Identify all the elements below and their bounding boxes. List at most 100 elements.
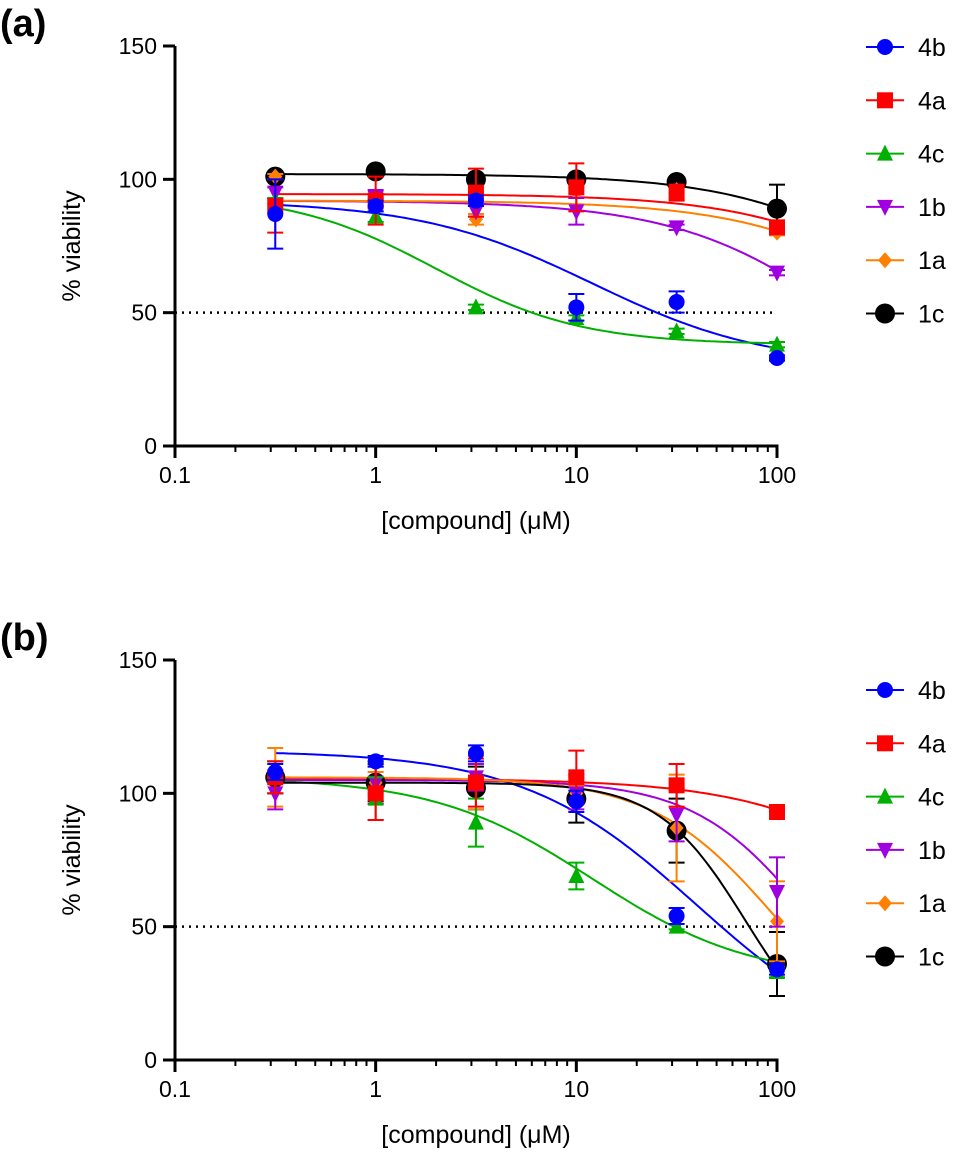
data-point-4b bbox=[668, 294, 685, 310]
data-point-4b bbox=[668, 908, 685, 924]
legend-label: 1c bbox=[918, 944, 944, 972]
y-tick-label: 100 bbox=[119, 166, 157, 192]
legend-label: 1a bbox=[918, 890, 946, 918]
fit-curve-1a bbox=[275, 776, 778, 920]
y-tick-label: 50 bbox=[131, 914, 157, 940]
x-axis-label: [compound] (μM) bbox=[381, 507, 570, 535]
legend-item-1c: 1c bbox=[866, 944, 944, 972]
legend-marker-1b bbox=[877, 199, 893, 216]
legend-item-4a: 4a bbox=[866, 730, 946, 758]
legend-marker-4b bbox=[877, 39, 893, 55]
x-tick-label: 10 bbox=[564, 1076, 590, 1102]
x-tick-label: 100 bbox=[758, 1076, 796, 1102]
legend-marker-1a bbox=[878, 252, 892, 269]
fit-curve-1c bbox=[275, 781, 778, 970]
data-point-4b bbox=[467, 192, 484, 209]
panel-b: (b) 0 50 100 150 0.1 1 10 100 [compound] (μM) % vi… bbox=[0, 617, 946, 1149]
legend-item-4a: 4a bbox=[866, 87, 946, 115]
data-point-1a bbox=[268, 168, 283, 185]
legend-item-1a: 1a bbox=[866, 890, 946, 918]
y-axis-label: % viability bbox=[58, 804, 86, 916]
data-point-4c bbox=[467, 298, 484, 315]
data-point-4b bbox=[769, 961, 785, 978]
legend-item-1b: 1b bbox=[866, 837, 946, 865]
data-point-4c bbox=[769, 335, 785, 352]
fit-curve-4a bbox=[275, 777, 778, 811]
fit-curve-4c bbox=[275, 206, 778, 345]
data-point-4a bbox=[769, 804, 785, 820]
data-point-4c bbox=[668, 322, 685, 339]
legend-item-4c: 4c bbox=[866, 141, 944, 169]
legend-marker-4c bbox=[877, 144, 893, 161]
legend-item-1b: 1b bbox=[866, 194, 946, 222]
x-tick-label: 0.1 bbox=[159, 462, 191, 488]
legend-marker-4b bbox=[877, 682, 893, 698]
fit-curve-1a bbox=[275, 199, 778, 233]
legend-label: 4c bbox=[918, 784, 944, 812]
panel-label: (b) bbox=[0, 617, 49, 659]
data-point-4b bbox=[267, 206, 284, 222]
data-point-4b bbox=[367, 198, 384, 214]
data-point-4b bbox=[367, 753, 384, 770]
x-tick-label: 10 bbox=[564, 462, 590, 488]
legend-marker-1c bbox=[875, 946, 895, 967]
fit-curve-4b bbox=[275, 752, 778, 973]
legend-marker-1c bbox=[875, 303, 895, 324]
data-point-4a bbox=[467, 774, 484, 791]
data-point-4c bbox=[467, 813, 484, 830]
fit-curve-1b bbox=[275, 200, 778, 272]
legend-label: 4c bbox=[918, 141, 944, 169]
legend-marker-4a bbox=[877, 92, 893, 109]
data-point-4a bbox=[568, 769, 585, 786]
y-axis-label: % viability bbox=[58, 190, 86, 302]
data-point-4a bbox=[668, 184, 685, 201]
x-tick-label: 1 bbox=[369, 462, 382, 488]
fit-curve-4a bbox=[275, 193, 778, 223]
panel-a: (a) 0 50 100 150 0.1 1 10 100 [compound] (μM) % vi… bbox=[0, 3, 946, 535]
y-tick-label: 100 bbox=[119, 780, 157, 806]
y-tick-label: 0 bbox=[144, 433, 157, 459]
fit-curve-4c bbox=[275, 780, 778, 964]
data-point-4a bbox=[668, 777, 685, 794]
data-point-4c bbox=[568, 867, 585, 883]
legend-label: 1b bbox=[918, 837, 946, 865]
legend-label: 4a bbox=[918, 87, 946, 115]
data-point-1b bbox=[769, 885, 785, 901]
legend-label: 4b bbox=[918, 34, 946, 62]
y-tick-label: 150 bbox=[119, 647, 157, 673]
data-point-1c bbox=[767, 198, 787, 219]
x-tick-label: 1 bbox=[369, 1076, 382, 1102]
legend-marker-1b bbox=[877, 842, 893, 859]
legend-label: 4b bbox=[918, 677, 946, 705]
data-point-4a bbox=[367, 785, 384, 802]
x-tick-label: 0.1 bbox=[159, 1076, 191, 1102]
panel-label: (a) bbox=[0, 3, 46, 45]
data-point-4b bbox=[267, 764, 284, 780]
data-point-4b bbox=[568, 299, 585, 316]
x-tick-label: 100 bbox=[758, 462, 796, 488]
data-point-1b bbox=[769, 265, 785, 282]
legend-label: 1a bbox=[918, 247, 946, 275]
data-point-1b bbox=[668, 220, 685, 237]
legend-item-4b: 4b bbox=[866, 34, 946, 62]
fit-curve-1c bbox=[275, 173, 778, 209]
data-point-4b bbox=[568, 793, 585, 810]
y-tick-label: 50 bbox=[131, 300, 157, 326]
legend-label: 1c bbox=[918, 301, 944, 329]
legend-item-4c: 4c bbox=[866, 784, 944, 812]
data-point-4c bbox=[668, 917, 685, 934]
data-point-4b bbox=[769, 350, 785, 366]
legend-label: 4a bbox=[918, 730, 946, 758]
legend-item-1a: 1a bbox=[866, 247, 946, 275]
y-tick-label: 0 bbox=[144, 1047, 157, 1073]
legend-marker-4a bbox=[877, 735, 893, 752]
fit-curve-4b bbox=[275, 203, 778, 350]
y-tick-label: 150 bbox=[119, 33, 157, 59]
data-point-4a bbox=[568, 179, 585, 196]
legend-marker-4c bbox=[877, 787, 893, 804]
legend-label: 1b bbox=[918, 194, 946, 222]
data-point-4a bbox=[769, 219, 785, 236]
data-point-4b bbox=[467, 745, 484, 762]
